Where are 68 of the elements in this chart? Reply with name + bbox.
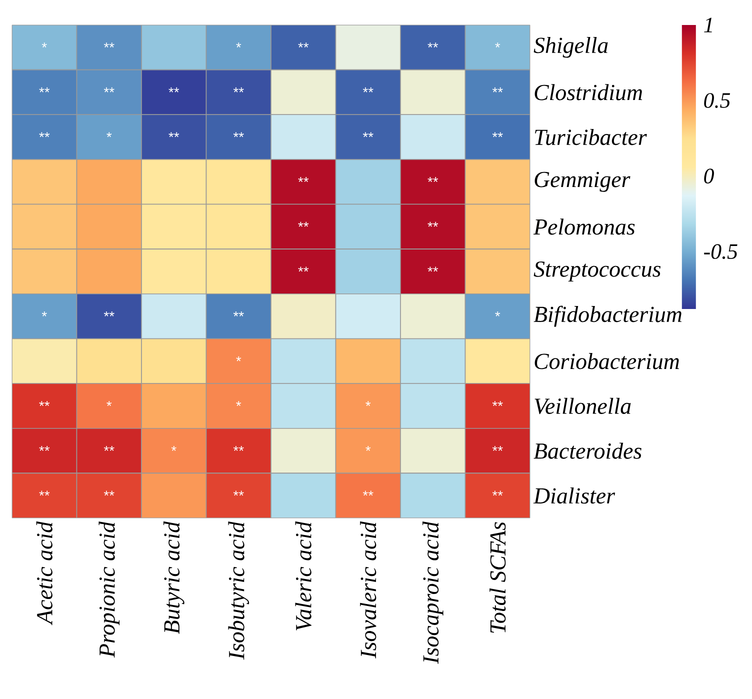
data-label: ** [168,87,180,92]
y-tick-label: Turicibacter [535,128,647,146]
data-label: * [236,356,242,362]
x-tick-label: Propionic acid [98,521,120,658]
y-tick-label: Bacteroides [534,442,642,459]
color-bar-label: -0.5 [704,244,738,260]
data-label: ** [39,132,50,138]
data-label: ** [492,490,503,496]
y-tick-label: Gemmiger [534,172,630,192]
y-tick-label: Bifidobacterium [534,306,682,327]
x-tick-label: Butyric acid [163,521,184,634]
y-tick-label: Shigella [534,37,608,58]
data-label: ** [39,446,50,451]
data-label: ** [428,266,438,272]
data-label: * [236,42,242,48]
data-label: ** [428,222,438,227]
data-label: ** [233,312,244,316]
data-label: ** [233,87,244,92]
x-tick-label: Total SCFAs [490,522,506,633]
data-label: ** [104,87,114,92]
data-label: ** [233,132,244,138]
data-label: ** [39,490,50,496]
data-label: ** [39,87,50,92]
data-label: ** [362,132,374,138]
y-tick-label: Pelomonas [533,218,635,235]
data-label: * [106,401,112,406]
data-label: ** [492,132,503,138]
data-label: ** [104,312,114,316]
data-label: ** [104,42,114,48]
data-label: ** [104,490,114,496]
data-label: * [106,132,112,138]
x-tick-label: Isocaproic acid [422,521,444,664]
x-tick-label: Acetic acid [36,521,52,626]
data-label: * [42,42,47,48]
color-bar-label: 1 [704,18,712,32]
y-tick-label: Veillonella [534,398,631,414]
data-label: ** [362,87,374,92]
data-label: ** [298,177,309,182]
y-tick-label: Streptococcus [534,261,661,282]
data-label: ** [492,446,503,451]
data-label: ** [233,490,244,496]
data-label: ** [492,87,503,92]
x-tick-label: Valeric acid [295,521,312,630]
data-label: ** [298,266,309,272]
data-label: ** [39,401,50,406]
data-label: * [366,446,371,451]
data-label: * [171,446,176,451]
color-bar-label: 0.5 [704,93,730,108]
data-label: * [495,312,500,316]
data-label: * [236,401,242,406]
data-label: * [42,312,47,316]
data-label: ** [428,42,438,48]
y-tick-label: Dialister [533,488,616,504]
y-tick-label: Coriobacterium [534,353,679,370]
data-label: ** [104,446,114,451]
data-label: * [495,42,500,48]
data-label: ** [492,401,503,406]
color-bar-label: 0 [704,168,714,184]
data-label: ** [168,132,180,138]
x-tick-label: Isovaleric acid [360,521,376,658]
data-label: ** [233,446,244,451]
data-label: ** [298,42,309,48]
x-tick-label: Isobutyric acid [228,521,250,660]
y-tick-label: Clostridium [534,84,642,100]
data-label: ** [428,177,438,182]
data-label: * [366,401,371,406]
data-label: ** [362,490,374,496]
data-label: ** [298,222,309,227]
